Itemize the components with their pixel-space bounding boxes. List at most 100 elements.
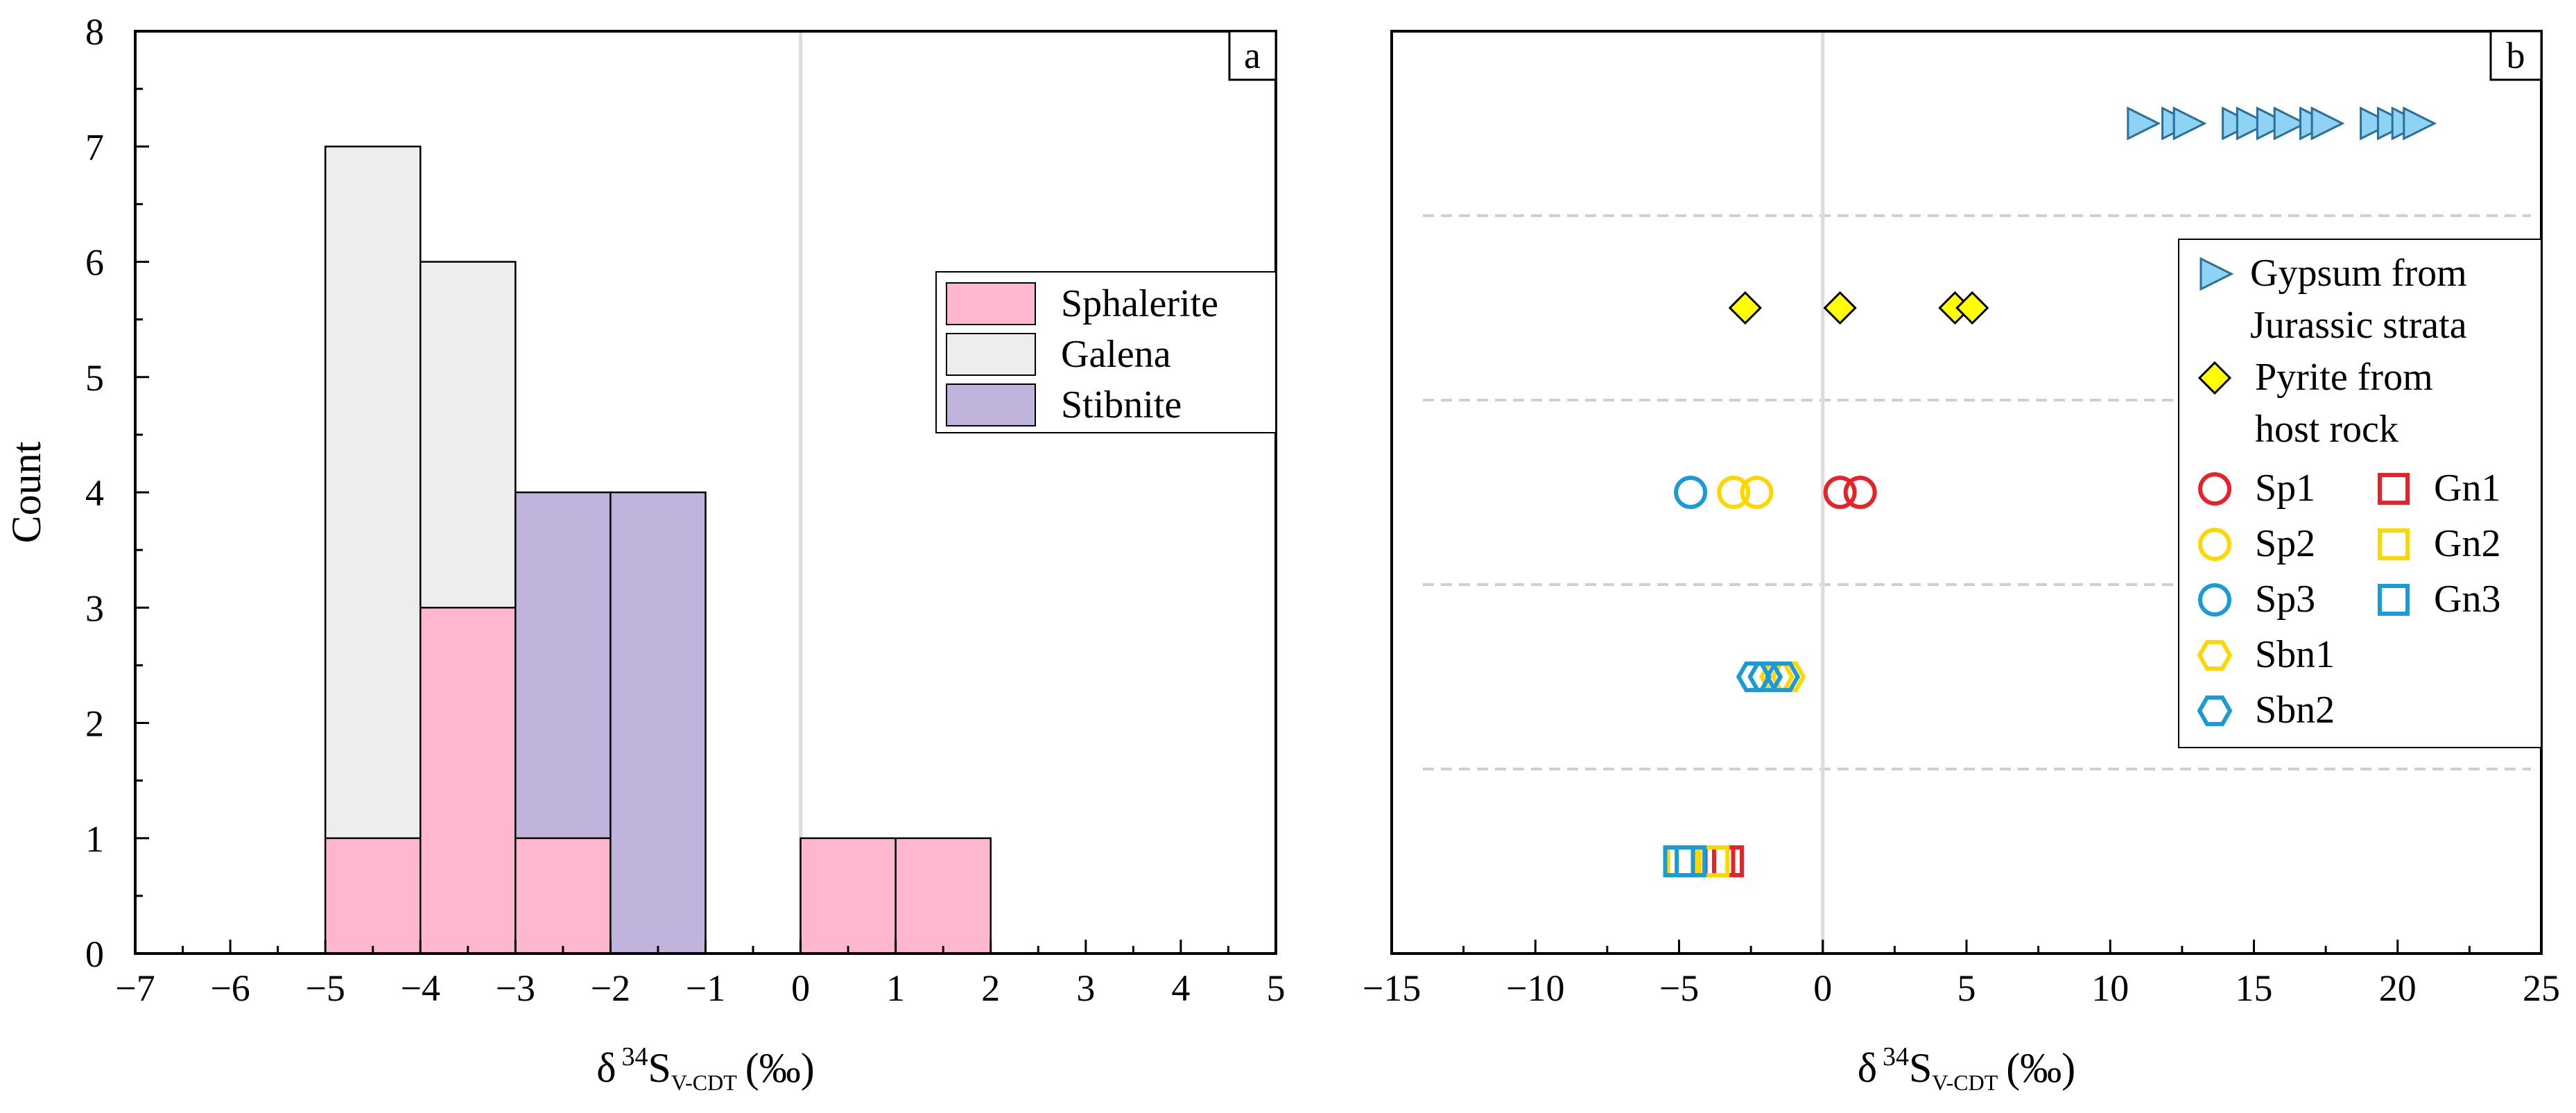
panel-tag-a: a <box>1244 35 1261 76</box>
series-sp2 <box>1717 476 1774 509</box>
y-tick-label: 4 <box>85 472 104 514</box>
x-tick-label: 4 <box>1171 967 1190 1009</box>
point-sp1 <box>1843 476 1877 509</box>
panel-b-scatter: −15 −10 −5 0 5 10 15 20 25 δ 34SV-CDT (‰) b Gypsum fr… <box>1363 30 2560 1095</box>
x-title-sub: V-CDT <box>671 1070 737 1095</box>
x-title-sub: V-CDT <box>1932 1070 1998 1095</box>
bar-sphalerite-bin-0 <box>324 837 422 955</box>
x-tick-label: −4 <box>401 967 440 1009</box>
x-tick-label: 2 <box>981 967 1000 1009</box>
series-gn3 <box>1663 845 1707 877</box>
x-axis-title: δ 34SV-CDT (‰) <box>1858 1042 2075 1095</box>
x-title-unit: (‰) <box>745 1045 815 1091</box>
bar-galena-bin-1 <box>420 261 517 609</box>
y-tick-label: 0 <box>85 933 104 975</box>
x-tick-label: 15 <box>2236 967 2273 1009</box>
legend-label-pyrite-from-host-rock: Pyrite from <box>2255 356 2433 399</box>
x-title-delta: δ <box>1858 1045 1877 1091</box>
point-gypsum-from-jurassic-strata <box>2172 106 2207 141</box>
legend-marker-gn3 <box>2378 584 2410 616</box>
point-sp1 <box>1823 476 1857 509</box>
legend-label-gypsum-from-jurassic-strata: Gypsum from <box>2250 252 2467 295</box>
point-sbn2 <box>1765 661 1801 693</box>
x-title-unit: (‰) <box>2006 1045 2075 1091</box>
bar-sphalerite-bin-5 <box>799 837 897 955</box>
bar-stibnite-bin-3 <box>610 491 707 955</box>
legend-marker-sp2 <box>2198 528 2231 561</box>
point-gypsum-from-jurassic-strata <box>2127 106 2161 141</box>
y-tick-label: 7 <box>85 126 104 168</box>
legend-swatch-sphalerite <box>946 282 1036 325</box>
y-tick-label: 6 <box>85 242 104 284</box>
point-sbn1 <box>1770 661 1806 693</box>
series-gypsum-from-jurassic-strata <box>2127 106 2437 141</box>
point-gypsum-from-jurassic-strata <box>2273 106 2308 141</box>
legend-marker-gypsum-from-jurassic-strata <box>2199 257 2234 291</box>
series-gn1 <box>1703 845 1744 877</box>
legend-marker-pyrite-from-host-rock <box>2197 361 2232 395</box>
point-gypsum-from-jurassic-strata <box>2403 106 2437 141</box>
x-tick-label: 20 <box>2379 967 2417 1009</box>
bar-galena-bin-0 <box>324 146 422 839</box>
legend-a: Sphalerite Galena Stibnite <box>935 271 1277 433</box>
x-axis-title: δ 34SV-CDT (‰) <box>596 1042 814 1095</box>
x-tick-label: −6 <box>210 967 250 1009</box>
panel-tag-b: b <box>2507 35 2525 76</box>
legend-marker-sbn1 <box>2197 639 2233 671</box>
x-tick-label: −7 <box>115 967 155 1009</box>
x-tick-label: 1 <box>886 967 905 1009</box>
x-tick-label: −2 <box>591 967 630 1009</box>
y-tick-label: 2 <box>85 703 104 745</box>
legend-label-gn3: Gn3 <box>2434 578 2500 621</box>
legend-marker-sbn2 <box>2197 695 2233 727</box>
legend-label-sphalerite: Sphalerite <box>1061 282 1218 325</box>
legend-label-gypsum-from-jurassic-strata: Jurassic strata <box>2250 304 2467 347</box>
x-tick-label: 5 <box>1267 967 1286 1009</box>
legend-label-sbn1: Sbn1 <box>2255 633 2335 676</box>
point-sp3 <box>1674 476 1708 509</box>
point-gn3 <box>1663 845 1695 877</box>
bar-sphalerite-bin-1 <box>420 607 517 955</box>
legend-label-galena: Galena <box>1061 333 1171 376</box>
series-sp1 <box>1823 476 1877 509</box>
y-tick-label: 5 <box>85 357 104 399</box>
panel-tag-box <box>2489 30 2543 81</box>
legend-label-sp2: Sp2 <box>2255 522 2315 565</box>
y-tick-label: 3 <box>85 587 104 629</box>
legend-b: Gypsum from Jurassic strata Pyrite from hos… <box>2178 239 2542 748</box>
legend-marker-sp1 <box>2198 472 2231 506</box>
legend-marker-gn2 <box>2378 528 2410 560</box>
bar-sphalerite-bin-6 <box>894 837 992 955</box>
panel-tag-box <box>1228 30 1277 81</box>
x-tick-label: 0 <box>791 967 810 1009</box>
legend-label-sp1: Sp1 <box>2255 467 2315 510</box>
legend-label-sbn2: Sbn2 <box>2255 689 2335 732</box>
point-gypsum-from-jurassic-strata <box>2256 106 2290 141</box>
x-tick-label: −5 <box>1659 967 1699 1009</box>
legend-label-sp3: Sp3 <box>2255 578 2315 621</box>
x-title-main: S <box>1909 1045 1932 1091</box>
x-tick-label: −1 <box>686 967 725 1009</box>
x-tick-label: −3 <box>496 967 535 1009</box>
legend-marker-sp3 <box>2198 583 2231 616</box>
point-pyrite-from-host-rock <box>1728 291 1762 325</box>
y-tick-label: 1 <box>85 818 104 860</box>
bar-sphalerite-bin-2 <box>515 837 612 955</box>
point-sp2 <box>1717 476 1751 509</box>
x-tick-label: −15 <box>1363 967 1421 1009</box>
x-tick-label: −10 <box>1506 967 1564 1009</box>
legend-label-pyrite-from-host-rock: host rock <box>2255 408 2398 451</box>
x-title-delta: δ <box>596 1045 616 1091</box>
y-tick-label: 8 <box>85 11 104 53</box>
legend-swatch-galena <box>946 333 1036 376</box>
x-tick-label: 3 <box>1076 967 1095 1009</box>
legend-label-gn1: Gn1 <box>2434 467 2500 510</box>
point-gypsum-from-jurassic-strata <box>2310 106 2345 141</box>
x-tick-label: 25 <box>2523 967 2560 1009</box>
series-sbn2 <box>1736 661 1801 693</box>
series-sp3 <box>1674 476 1708 509</box>
legend-label-gn2: Gn2 <box>2434 522 2500 565</box>
point-pyrite-from-host-rock <box>1823 291 1857 325</box>
